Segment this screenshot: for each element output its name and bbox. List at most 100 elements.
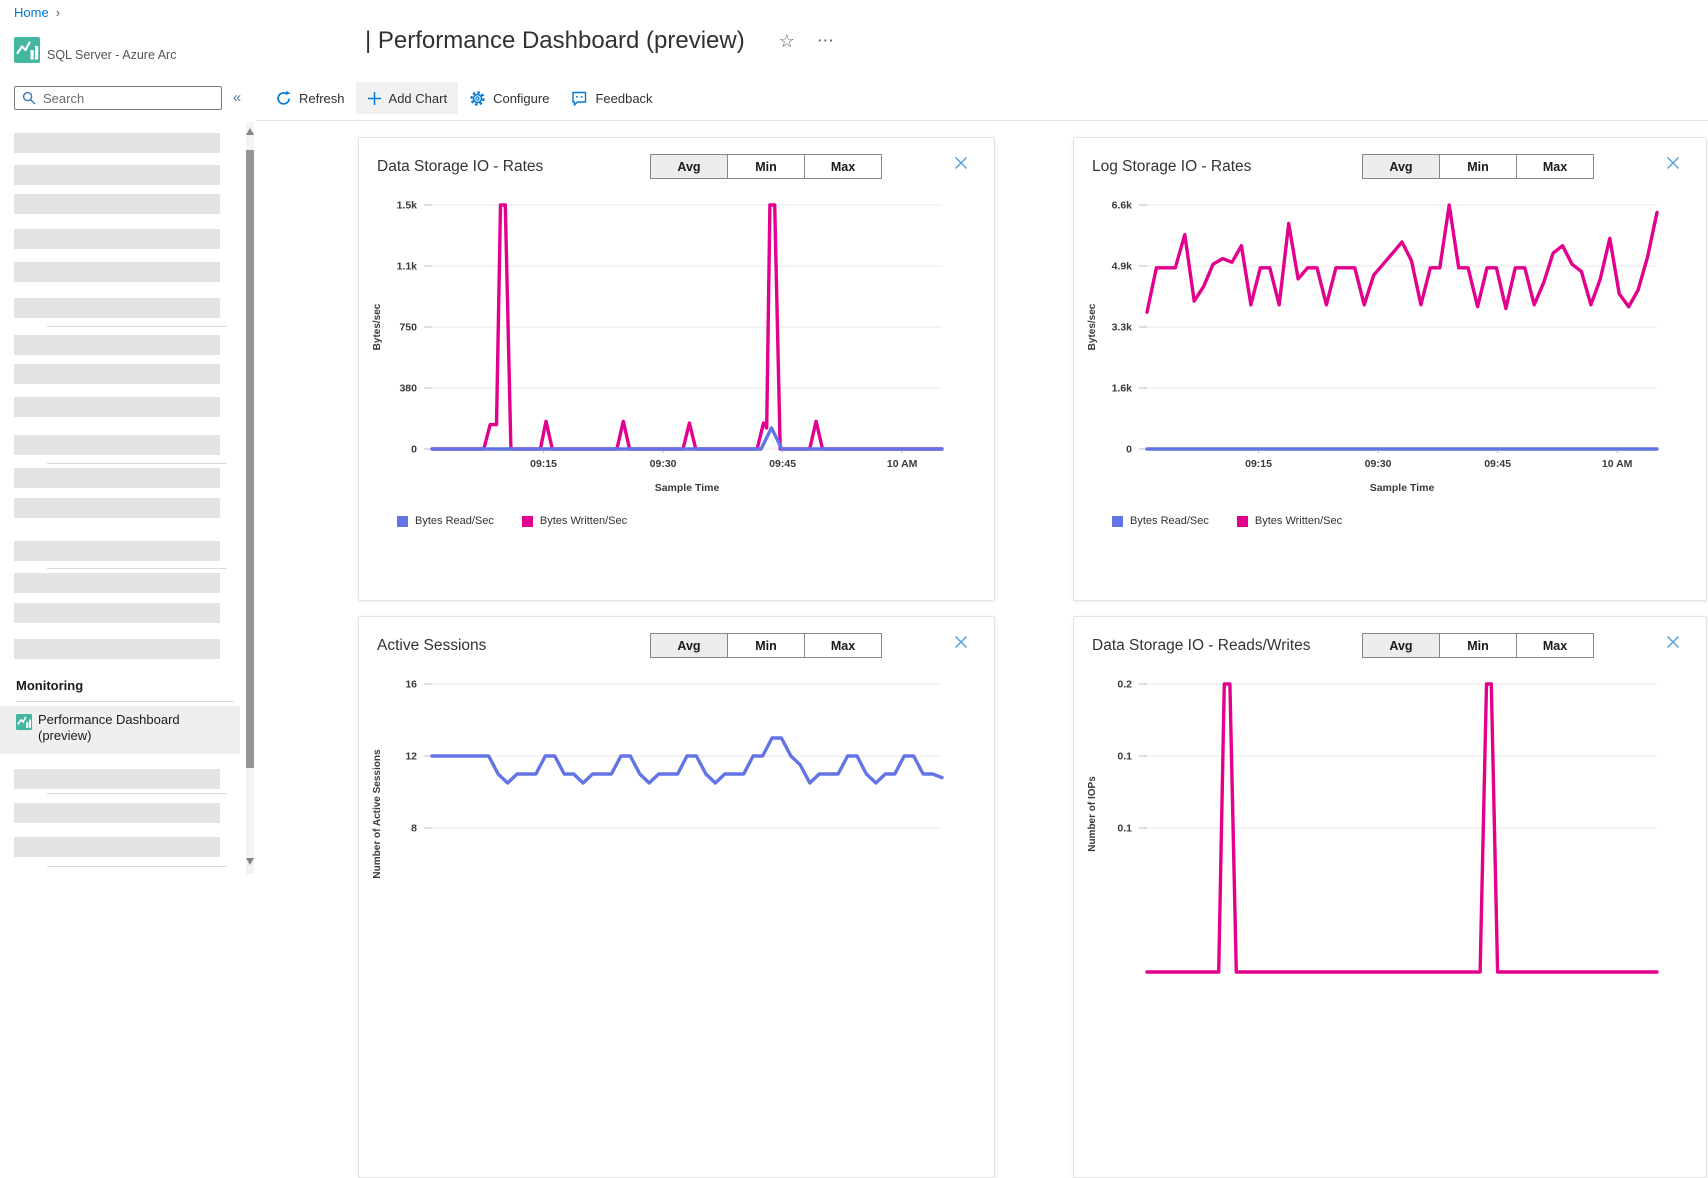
legend-item[interactable]: Bytes Read/Sec	[1112, 515, 1209, 527]
breadcrumb-home-link[interactable]: Home	[14, 5, 49, 20]
svg-text:3.3k: 3.3k	[1112, 322, 1133, 334]
more-options-icon[interactable]: ⋯	[816, 31, 835, 50]
nav-placeholder-bar	[14, 803, 220, 823]
max-button[interactable]: Max	[1516, 633, 1594, 658]
aggregation-toggle: Avg Min Max	[1362, 154, 1594, 179]
chart-legend: Bytes Read/Sec Bytes Written/Sec	[397, 515, 967, 527]
close-icon[interactable]	[954, 635, 968, 649]
svg-text:12: 12	[405, 751, 417, 763]
nav-placeholder-bar	[14, 133, 220, 153]
search-icon	[22, 91, 36, 110]
scroll-down-arrow-icon[interactable]	[246, 858, 254, 865]
legend-item[interactable]: Bytes Read/Sec	[397, 515, 494, 527]
avg-button[interactable]: Avg	[650, 633, 728, 658]
svg-text:09:45: 09:45	[1484, 458, 1511, 470]
nav-section-monitoring: Monitoring	[16, 678, 84, 693]
svg-text:0.1: 0.1	[1117, 751, 1132, 763]
dashboard-grid: Data Storage IO - Rates Avg Min Max 1.5k…	[256, 121, 1708, 1178]
nav-placeholder-bar	[14, 298, 220, 318]
min-button[interactable]: Min	[727, 154, 805, 179]
nav-placeholder-bar	[14, 335, 220, 355]
svg-text:09:15: 09:15	[530, 458, 557, 470]
aggregation-toggle: Avg Min Max	[650, 154, 882, 179]
sidebar-scrollbar-thumb[interactable]	[246, 150, 254, 768]
max-button[interactable]: Max	[1516, 154, 1594, 179]
svg-text:Bytes/sec: Bytes/sec	[1087, 303, 1098, 350]
svg-text:4.9k: 4.9k	[1112, 261, 1133, 273]
toolbar-divider	[256, 120, 1708, 121]
favorite-star-icon[interactable]: ☆	[778, 30, 795, 51]
breadcrumb-chevron-icon: ›	[55, 5, 61, 20]
svg-text:Number of IOPs: Number of IOPs	[1087, 776, 1098, 852]
chart-card-active-sessions: Active Sessions Avg Min Max 16 12 8 Number …	[358, 616, 995, 1178]
nav-placeholder-bar	[14, 194, 220, 214]
nav-placeholder-bar	[14, 603, 220, 623]
refresh-button[interactable]: Refresh	[264, 82, 356, 114]
max-button[interactable]: Max	[804, 633, 882, 658]
divider	[47, 463, 227, 464]
chart-title: Log Storage IO - Rates	[1092, 158, 1252, 175]
aggregation-toggle: Avg Min Max	[1362, 633, 1594, 658]
sidebar-item-label: Performance Dashboard (preview)	[38, 712, 180, 743]
command-bar: Refresh Add Chart Configure	[264, 82, 664, 114]
svg-text:Sample Time: Sample Time	[655, 482, 720, 494]
svg-text:Sample Time: Sample Time	[1370, 482, 1435, 494]
avg-button[interactable]: Avg	[1362, 154, 1440, 179]
collapse-sidebar-button[interactable]: «	[226, 85, 248, 109]
chart-svg: 0.2 0.1 0.1 Number of IOPs	[1087, 679, 1659, 974]
svg-text:10 AM: 10 AM	[1602, 458, 1633, 470]
svg-text:380: 380	[399, 383, 417, 395]
line-chart: 1.5k 1.1k 750 380 0 09:15 09:30 09:45 10 AM Sampl…	[367, 190, 967, 527]
aggregation-toggle: Avg Min Max	[650, 633, 882, 658]
series-line	[430, 736, 944, 785]
scroll-up-arrow-icon[interactable]	[246, 128, 254, 135]
nav-placeholder-bar	[14, 498, 220, 518]
legend-item[interactable]: Bytes Written/Sec	[1236, 515, 1342, 527]
close-icon[interactable]	[1666, 156, 1680, 170]
add-chart-button[interactable]: Add Chart	[355, 82, 459, 114]
divider	[47, 793, 227, 794]
search-input[interactable]	[41, 88, 217, 108]
main-content: | Performance Dashboard (preview) ☆ ⋯ Re…	[256, 0, 1708, 1178]
chart-svg: 16 12 8 Number of Active Sessions	[372, 679, 944, 879]
chart-title: Data Storage IO - Reads/Writes	[1092, 637, 1311, 654]
min-button[interactable]: Min	[1439, 633, 1517, 658]
min-button[interactable]: Min	[1439, 154, 1517, 179]
svg-text:6.6k: 6.6k	[1112, 200, 1133, 212]
configure-button[interactable]: Configure	[458, 82, 560, 114]
svg-text:0.2: 0.2	[1117, 679, 1132, 691]
divider	[47, 568, 227, 569]
svg-text:09:45: 09:45	[769, 458, 796, 470]
nav-placeholder-bar	[14, 639, 220, 659]
sidebar-item-performance-dashboard[interactable]: Performance Dashboard (preview)	[0, 706, 240, 754]
avg-button[interactable]: Avg	[1362, 633, 1440, 658]
max-button[interactable]: Max	[804, 154, 882, 179]
resource-name: SQL Server - Azure Arc	[47, 48, 177, 62]
refresh-icon	[275, 90, 292, 107]
close-icon[interactable]	[1666, 635, 1680, 649]
chart-title: Data Storage IO - Rates	[377, 158, 544, 175]
svg-text:Bytes/sec: Bytes/sec	[372, 303, 383, 350]
nav-placeholder-bar	[14, 573, 220, 593]
close-icon[interactable]	[954, 156, 968, 170]
nav-placeholder-bar	[14, 541, 220, 561]
nav-placeholder-bar	[14, 229, 220, 249]
chart-legend: Bytes Read/Sec Bytes Written/Sec	[1112, 515, 1682, 527]
nav-placeholder-bar	[14, 165, 220, 185]
svg-text:1.1k: 1.1k	[397, 261, 418, 273]
line-chart: 16 12 8 Number of Active Sessions	[367, 669, 967, 1094]
svg-text:1.5k: 1.5k	[397, 200, 418, 212]
feedback-button[interactable]: Feedback	[560, 82, 663, 114]
legend-item[interactable]: Bytes Written/Sec	[521, 515, 627, 527]
divider	[47, 866, 227, 867]
svg-text:0: 0	[1126, 444, 1132, 456]
min-button[interactable]: Min	[727, 633, 805, 658]
svg-text:750: 750	[399, 322, 417, 334]
avg-button[interactable]: Avg	[650, 154, 728, 179]
svg-text:Number of Active Sessions: Number of Active Sessions	[372, 749, 383, 879]
sql-server-azure-arc-icon	[14, 37, 40, 63]
gear-icon	[469, 90, 486, 107]
svg-text:8: 8	[411, 823, 417, 835]
plus-icon	[367, 91, 382, 106]
performance-dashboard-icon	[16, 714, 32, 735]
